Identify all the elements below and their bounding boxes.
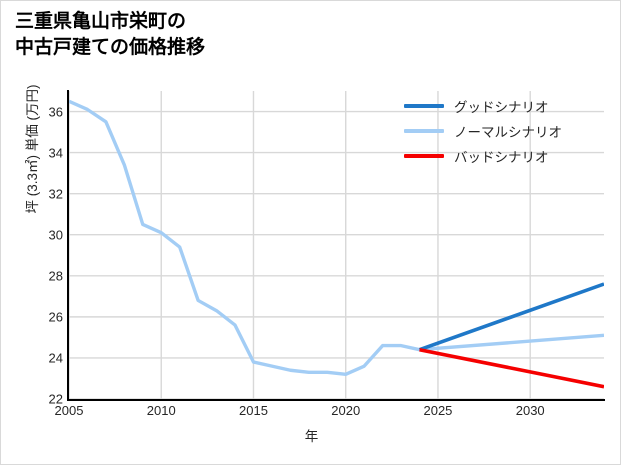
plot-svg	[69, 91, 604, 399]
x-tick-label: 2025	[423, 403, 453, 418]
series-lines	[69, 99, 604, 389]
legend-item-label: ノーマルシナリオ	[454, 124, 562, 140]
y-tick-label: 34	[48, 145, 63, 161]
series-line	[69, 99, 604, 377]
x-tick-label: 2015	[239, 403, 268, 418]
y-axis-spine	[67, 90, 69, 401]
series-line	[419, 347, 604, 389]
legend-item[interactable]: ノーマルシナリオ	[404, 118, 612, 143]
legend-item-label: グッドシナリオ	[454, 99, 549, 115]
y-tick-label: 24	[48, 350, 63, 366]
legend-item-label: バッドシナリオ	[454, 149, 549, 165]
y-tick-label: 22	[48, 391, 63, 407]
y-axis-tick-labels: 22 24 26 28 30 32 34 36	[1, 1, 63, 464]
chart-legend: グッドシナリオ ノーマルシナリオ バッドシナリオ	[404, 93, 612, 168]
x-axis-title: 年	[304, 429, 319, 444]
y-tick-label: 30	[48, 227, 63, 243]
series-line	[418, 282, 604, 352]
plot-area	[69, 91, 604, 399]
x-axis-spine	[67, 399, 605, 401]
chart-title: 三重県亀山市栄町の 中古戸建ての価格推移	[15, 11, 206, 58]
legend-swatch-icon	[404, 128, 444, 133]
x-tick-label: 2020	[331, 403, 361, 418]
legend-swatch-icon	[404, 103, 444, 108]
x-tick-label: 2010	[146, 403, 176, 418]
y-tick-label: 26	[48, 309, 63, 325]
legend-swatch-icon	[404, 153, 444, 158]
y-tick-label: 28	[48, 268, 63, 284]
y-tick-label: 36	[48, 104, 63, 120]
y-axis-title: 坪 (3.3㎡) 単価 (万円)	[25, 84, 40, 214]
legend-item[interactable]: グッドシナリオ	[404, 93, 612, 118]
legend-item[interactable]: バッドシナリオ	[404, 143, 612, 168]
y-tick-label: 32	[48, 186, 63, 202]
x-tick-label: 2030	[515, 403, 545, 418]
x-tick-label: 2005	[54, 403, 84, 418]
